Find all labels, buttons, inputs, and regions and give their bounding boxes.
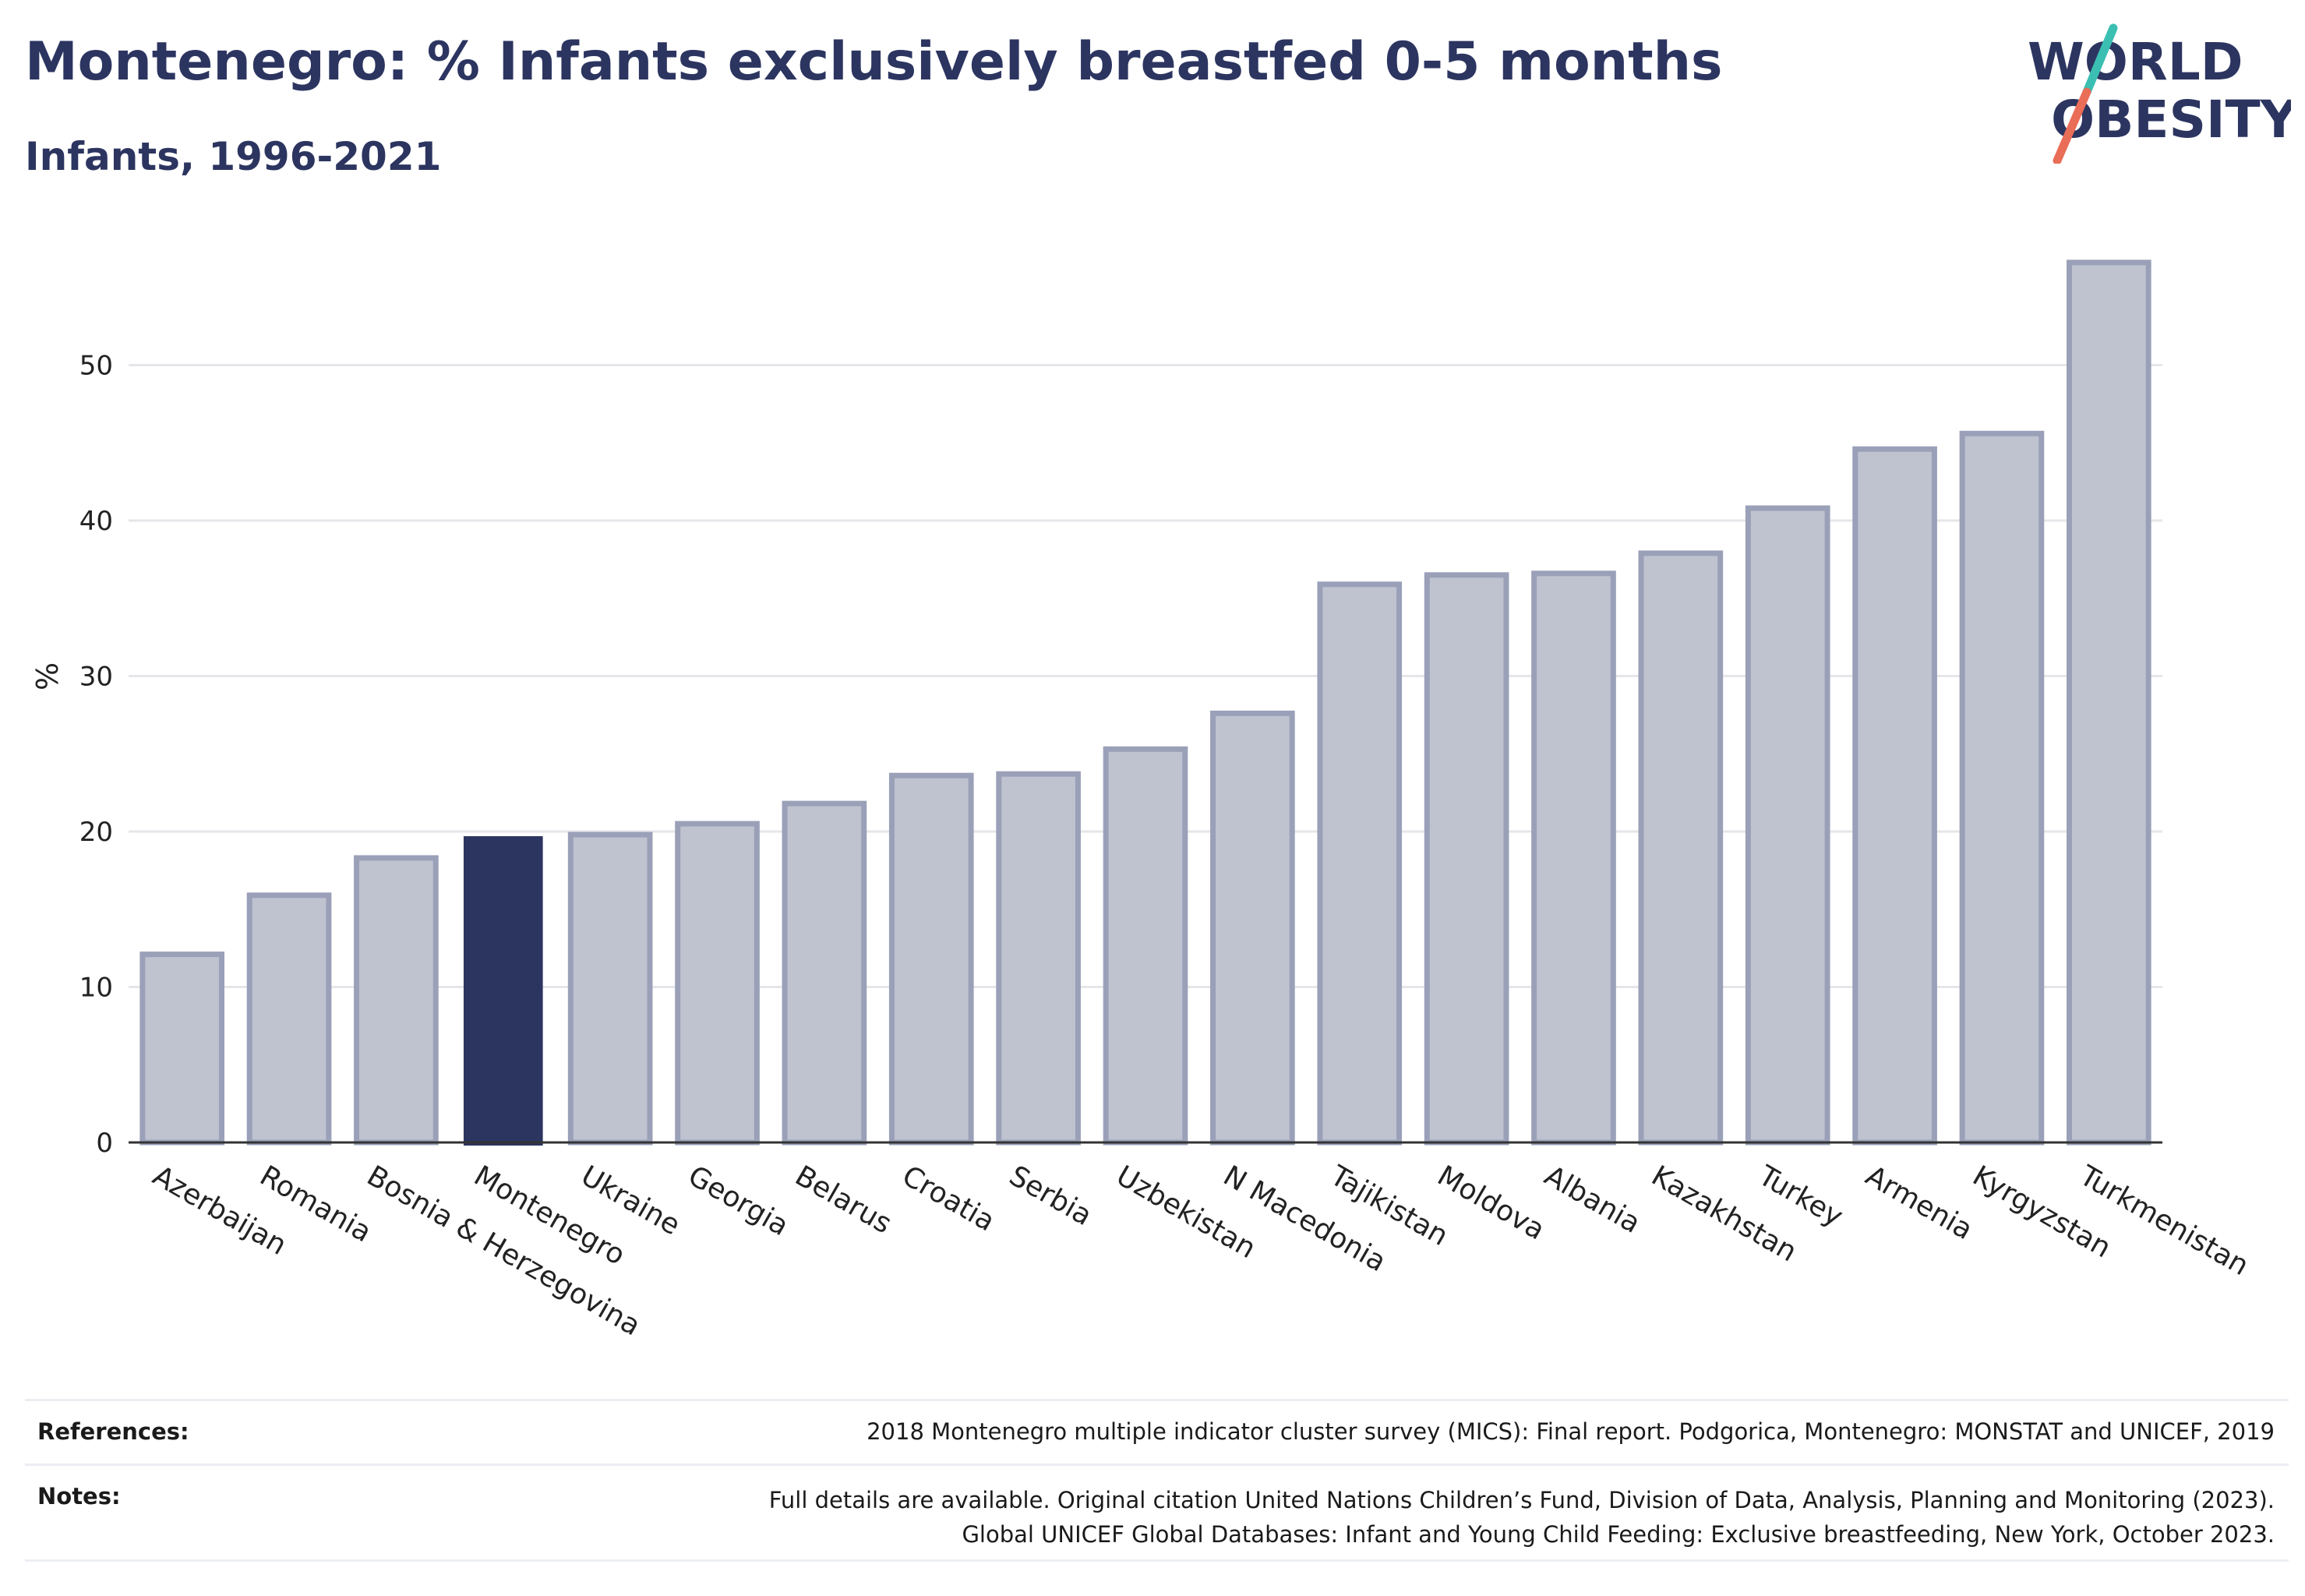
chart-subtitle: Infants, 1996-2021 (25, 134, 442, 179)
x-tick-label: Moldova (1432, 1160, 1551, 1246)
y-tick-label: 10 (79, 973, 113, 1004)
y-axis-label: % (30, 662, 65, 690)
bar-turkmenistan (2066, 260, 2151, 1146)
y-tick-label: 20 (79, 817, 113, 848)
bar-albania (1531, 570, 1616, 1146)
x-tick-label: Georgia (683, 1160, 794, 1242)
notes-label: Notes: (37, 1483, 121, 1509)
bar-n-macedonia (1210, 710, 1295, 1146)
references-label: References: (37, 1418, 189, 1445)
bar-georgia (675, 821, 760, 1146)
world-obesity-logo: WORLD OBESITY (2028, 23, 2291, 164)
references-text: 2018 Montenegro multiple indicator clust… (867, 1418, 2275, 1445)
bar-azerbaijan (139, 952, 225, 1146)
y-tick-label: 50 (79, 351, 113, 382)
bar-uzbekistan (1103, 746, 1188, 1146)
x-tick-label: Serbia (1004, 1160, 1097, 1232)
bar-bosnia-herzegovina (354, 855, 439, 1146)
references-row: References: 2018 Montenegro multiple ind… (25, 1399, 2289, 1464)
bar-serbia (996, 771, 1081, 1146)
bar-armenia (1852, 446, 1937, 1146)
bars (139, 260, 2151, 1146)
y-tick-label: 0 (96, 1128, 113, 1159)
bar-romania (246, 892, 332, 1146)
y-tick-labels: 0 10 20 30 40 50 (79, 351, 113, 1160)
bar-kyrgyzstan (1959, 430, 2045, 1146)
logo-text-obesity: OBESITY (2051, 90, 2291, 150)
x-tick-label: Croatia (897, 1160, 1001, 1238)
bar-turkey (1745, 505, 1830, 1146)
y-tick-label: 30 (79, 662, 113, 693)
chart-title: Montenegro: % Infants exclusively breast… (25, 31, 1723, 93)
notes-line-1: Full details are available. Original cit… (768, 1487, 2275, 1513)
bar-moldova (1424, 572, 1509, 1146)
x-tick-label: Albania (1539, 1160, 1646, 1240)
logo-text-world: WORLD (2028, 32, 2243, 92)
x-tick-label: Armenia (1860, 1160, 1978, 1246)
bar-tajikistan (1317, 581, 1403, 1146)
notes-line-2: Global UNICEF Global Databases: Infant a… (962, 1521, 2275, 1548)
logo-slash-teal (2082, 23, 2118, 97)
y-tick-label: 40 (79, 506, 113, 537)
bar-croatia (888, 772, 974, 1146)
bar-kazakhstan (1638, 550, 1724, 1146)
notes-row: Notes: Full details are available. Origi… (25, 1464, 2289, 1562)
bar-montenegro (463, 835, 543, 1146)
bar-belarus (782, 800, 867, 1146)
logo-slash-coral (2053, 87, 2091, 164)
bar-ukraine (567, 832, 653, 1146)
footer: References: 2018 Montenegro multiple ind… (25, 1399, 2289, 1562)
x-tick-label: Belarus (789, 1160, 897, 1240)
notes-text: Full details are available. Original cit… (25, 1466, 2289, 1552)
